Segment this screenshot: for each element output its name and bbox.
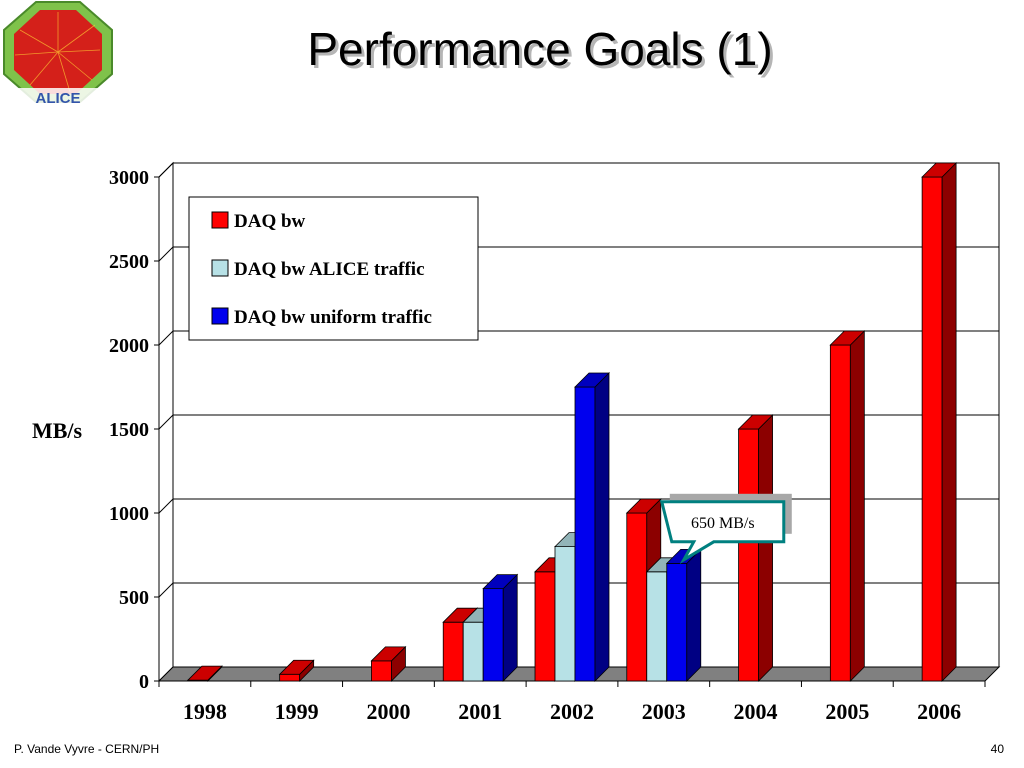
bar-daq-bw-2000 [370,645,407,682]
slide-title: Performance Goals (1) [307,23,773,75]
footer-author: P. Vande Vyvre - CERN/PH [14,742,160,756]
legend-label: DAQ bw uniform traffic [234,307,432,328]
x-tick-label: 2001 [458,699,502,724]
y-tick-label: 3000 [109,167,149,189]
y-tick-label: 1500 [109,419,149,441]
gridline-side [158,498,174,514]
gridline-side [158,330,174,346]
y-axis-label: MB/s [32,418,83,443]
bar-daq-bw-uniform-traffic-2002 [574,372,610,682]
legend-swatch [211,259,229,277]
x-tick-label: 2006 [917,699,961,724]
y-tick-label: 2500 [109,251,149,273]
annotation-callout: 650 MB/s [659,493,792,564]
x-tick-label: 2002 [550,699,594,724]
legend-label: DAQ bw [234,211,306,232]
legend-swatch [211,307,229,325]
x-tick-label: 1998 [183,699,227,724]
x-tick-label: 2000 [366,699,410,724]
bar-daq-bw-uniform-traffic-2001 [482,573,519,682]
y-tick-label: 0 [139,671,149,693]
x-tick-label: 2005 [825,699,869,724]
gridline-side [158,582,174,598]
bar-daq-bw-2005 [829,330,866,682]
bar-daq-bw-uniform-traffic-2003 [665,548,702,682]
legend-swatch [211,211,229,229]
gridline-side [158,246,174,262]
y-tick-label: 2000 [109,335,149,357]
x-tick-label: 2004 [734,699,778,724]
svg-text:ALICE: ALICE [36,90,81,106]
legend-label: DAQ bw ALICE traffic [234,259,425,280]
bar-daq-bw-1999 [278,659,315,682]
bar-chart: 0 500 1000 1500 2000 2500 3000 MB/s 1998 1999 2000… [32,161,1001,724]
annotation-text: 650 MB/s [691,515,755,532]
x-tick-label: 1999 [275,699,319,724]
gridline-side [158,414,174,430]
y-tick-label: 1000 [109,503,149,525]
alice-logo: ALICE [2,1,114,106]
page-number: 40 [990,742,1004,756]
y-tick-label: 500 [119,587,149,609]
bar-daq-bw-2006 [921,162,958,682]
bar-daq-bw-2004 [737,414,774,682]
x-tick-label: 2003 [642,699,686,724]
bar-daq-bw-1998 [186,665,223,682]
chart-legend: DAQ bw DAQ bw ALICE traffic DAQ bw uniform… [188,196,479,341]
